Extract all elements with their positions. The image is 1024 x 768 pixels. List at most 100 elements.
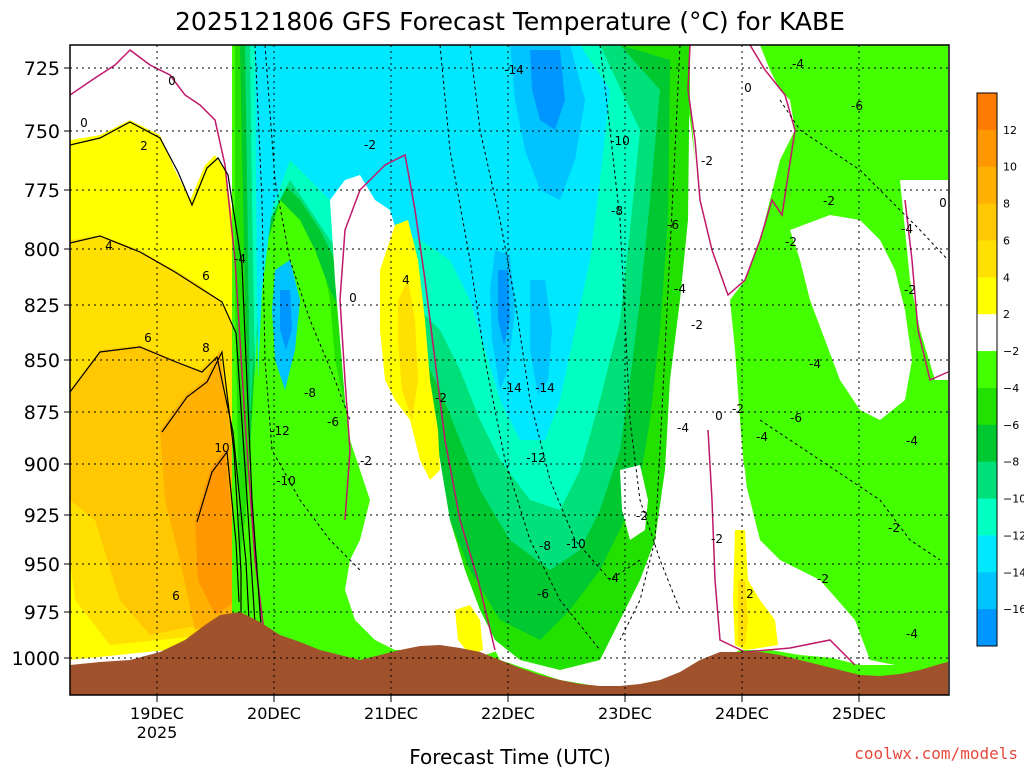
contour-warm-d [161, 349, 242, 618]
colorbar-frame [976, 92, 998, 647]
colorbar: 12 10 8 6 4 2 −2 −4 −6 −8 −10 −12 −14 −16 [976, 92, 1024, 647]
contour-label: -6 [790, 411, 802, 425]
plot-area: 0 0 2 4 6 6 8 10 6 -4 -12 -10 -8 -6 -2 -… [70, 45, 949, 695]
colorbar-swatch [977, 572, 997, 610]
contour-label: -6 [851, 99, 863, 113]
contour-label: 2 [140, 139, 148, 153]
contour-label: -14 [504, 63, 524, 77]
contour-zero-b [339, 153, 496, 651]
colorbar-labels: 12 10 8 6 4 2 −2 −4 −6 −8 −10 −12 −14 −16 [1003, 124, 1024, 616]
contour-label: -10 [610, 134, 630, 148]
colorbar-tick-label: 2 [1003, 308, 1010, 321]
contour-label: -2 [817, 572, 829, 586]
colorbar-swatch [977, 609, 997, 647]
contour-label: 4 [105, 239, 113, 253]
contour-label: -2 [701, 154, 713, 168]
colorbar-tick-label: −16 [1003, 603, 1024, 616]
colorbar-swatch [977, 203, 997, 241]
chart-title: 2025121806 GFS Forecast Temperature (°C)… [175, 7, 845, 36]
x-tick-label: 19DEC [130, 704, 184, 723]
grid-lines [70, 45, 949, 695]
colorbar-tick-label: 4 [1003, 271, 1010, 284]
band-warm-pocket-c [455, 605, 483, 655]
y-tick-label: 775 [24, 180, 60, 202]
colorbar-swatch [977, 498, 997, 536]
colorbar-swatch [977, 461, 997, 500]
contour-label: -4 [906, 627, 918, 641]
contour-zero-d [707, 429, 856, 666]
colorbar-swatch [977, 424, 997, 463]
colorbar-tick-label: −8 [1003, 456, 1019, 469]
contour-label: -2 [636, 509, 648, 523]
contour-lines [70, 45, 949, 666]
contour-label: 0 [349, 291, 357, 305]
contour-label: 6 [202, 269, 210, 283]
y-tick-label: 925 [24, 505, 60, 527]
contour-label: -14 [502, 381, 522, 395]
x-year-label: 2025 [137, 723, 178, 742]
band-near-zero-c [790, 215, 912, 420]
contour-label: -4 [901, 222, 913, 236]
contour-warm-c [70, 346, 250, 621]
contour-label: -2 [904, 283, 916, 297]
contour-label: -6 [667, 218, 679, 232]
y-tick-label: 825 [24, 295, 60, 317]
x-tick-label: 22DEC [481, 704, 535, 723]
colorbar-swatch [977, 166, 997, 205]
contour-label: -10 [566, 537, 586, 551]
colorbar-tick-label: −4 [1003, 382, 1019, 395]
contour-zero-e [904, 199, 949, 382]
contour-labels: 0 0 2 4 6 6 8 10 6 -4 -12 -10 -8 -6 -2 -… [80, 57, 947, 641]
contour-label: -2 [888, 521, 900, 535]
contour-warm-b [70, 235, 257, 641]
contour-label: 10 [214, 441, 229, 455]
colorbar-swatch [977, 277, 997, 315]
colorbar-swatch [977, 93, 997, 131]
colorbar-swatch [977, 129, 997, 168]
x-tick-label: 23DEC [598, 704, 652, 723]
contour-label: -2 [691, 318, 703, 332]
contour-label: 0 [80, 116, 88, 130]
contour-label: -4 [607, 571, 619, 585]
source-credit[interactable]: coolwx.com/models [854, 744, 1018, 763]
contour-label: 0 [939, 196, 947, 210]
colorbar-tick-label: −6 [1003, 419, 1019, 432]
contour-cold-d [469, 45, 641, 581]
contour-label: -2 [823, 194, 835, 208]
x-axis: 19DEC 20DEC 21DEC 22DEC 23DEC 24DEC 25DE… [130, 695, 886, 742]
y-tick-label: 975 [24, 602, 60, 624]
contour-cold-h [759, 419, 941, 561]
contour-label: 0 [168, 74, 176, 88]
contour-label: 6 [172, 589, 180, 603]
colorbar-tick-label: 12 [1003, 124, 1017, 137]
y-tick-label: 800 [24, 239, 60, 261]
contour-cold-b [264, 45, 351, 421]
temperature-bands [70, 45, 948, 695]
contour-label: -4 [792, 57, 804, 71]
y-tick-label: 950 [24, 554, 60, 576]
contour-zero-c [687, 45, 796, 297]
contour-warm-e [196, 450, 240, 603]
contour-label: -12 [526, 451, 546, 465]
contour-cold-g [779, 99, 949, 261]
band-near-zero-g [620, 465, 648, 540]
colorbar-swatch [977, 351, 997, 389]
x-tick-label: 20DEC [247, 704, 301, 723]
band-near-zero-d [900, 180, 948, 380]
y-tick-label: 850 [24, 350, 60, 372]
colorbar-swatch [977, 387, 997, 426]
contour-label: -2 [785, 235, 797, 249]
plot-frame [69, 44, 950, 696]
contour-label: -8 [304, 386, 316, 400]
x-tick-label: 25DEC [832, 704, 886, 723]
colorbar-tick-label: −10 [1003, 493, 1024, 506]
contour-label: -8 [539, 539, 551, 553]
contour-label: -4 [677, 421, 689, 435]
colorbar-tick-label: −12 [1003, 529, 1024, 542]
contour-label: -4 [809, 357, 821, 371]
contour-cold-c [439, 45, 601, 651]
contour-label: -4 [234, 252, 246, 266]
y-tick-label: 900 [24, 454, 60, 476]
colorbar-tick-label: −14 [1003, 566, 1024, 579]
band-near-zero-f [70, 60, 220, 200]
